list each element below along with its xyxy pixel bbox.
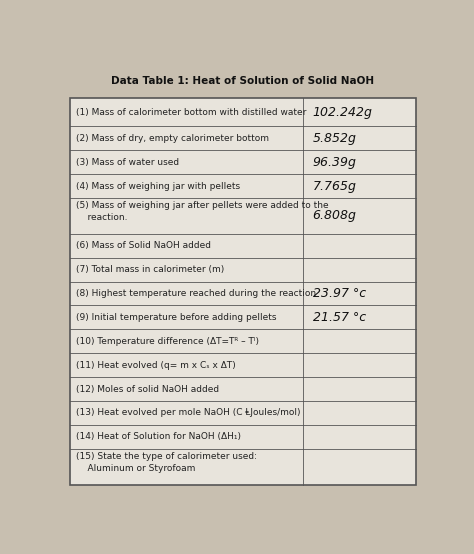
Text: 102.242g: 102.242g — [312, 106, 373, 119]
Text: (14) Heat of Solution for NaOH (ΔH₁): (14) Heat of Solution for NaOH (ΔH₁) — [76, 432, 241, 442]
Text: (3) Mass of water used: (3) Mass of water used — [76, 158, 179, 167]
Text: (7) Total mass in calorimeter (m): (7) Total mass in calorimeter (m) — [76, 265, 224, 274]
Text: 5.852g: 5.852g — [312, 132, 356, 145]
Text: (6) Mass of Solid NaOH added: (6) Mass of Solid NaOH added — [76, 241, 211, 250]
Text: (12) Moles of solid NaOH added: (12) Moles of solid NaOH added — [76, 384, 219, 393]
Text: (13) Heat evolved per mole NaOH (C ⱠJoules/mol): (13) Heat evolved per mole NaOH (C ⱠJoul… — [76, 408, 301, 417]
Text: 7.765g: 7.765g — [312, 179, 356, 193]
Text: (1) Mass of calorimeter bottom with distilled water: (1) Mass of calorimeter bottom with dist… — [76, 108, 306, 117]
Text: (9) Initial temperature before adding pellets: (9) Initial temperature before adding pe… — [76, 313, 276, 322]
Text: (8) Highest temperature reached during the reaction: (8) Highest temperature reached during t… — [76, 289, 316, 298]
Text: 23.97 °c: 23.97 °c — [312, 287, 365, 300]
Text: Data Table 1: Heat of Solution of Solid NaOH: Data Table 1: Heat of Solution of Solid … — [111, 76, 374, 86]
Text: 6.808g: 6.808g — [312, 209, 356, 222]
Text: 96.39g: 96.39g — [312, 156, 356, 168]
Text: (15) State the type of calorimeter used:
    Aluminum or Styrofoam: (15) State the type of calorimeter used:… — [76, 452, 257, 473]
Text: (11) Heat evolved (q= m x Cₛ x ΔT): (11) Heat evolved (q= m x Cₛ x ΔT) — [76, 361, 236, 370]
Text: (4) Mass of weighing jar with pellets: (4) Mass of weighing jar with pellets — [76, 182, 240, 191]
Text: (2) Mass of dry, empty calorimeter bottom: (2) Mass of dry, empty calorimeter botto… — [76, 134, 269, 143]
Text: (5) Mass of weighing jar after pellets were added to the
    reaction.: (5) Mass of weighing jar after pellets w… — [76, 202, 328, 222]
Text: 21.57 °c: 21.57 °c — [312, 311, 365, 324]
Text: (10) Temperature difference (ΔT=Tᴿ – Tᴵ): (10) Temperature difference (ΔT=Tᴿ – Tᴵ) — [76, 337, 259, 346]
